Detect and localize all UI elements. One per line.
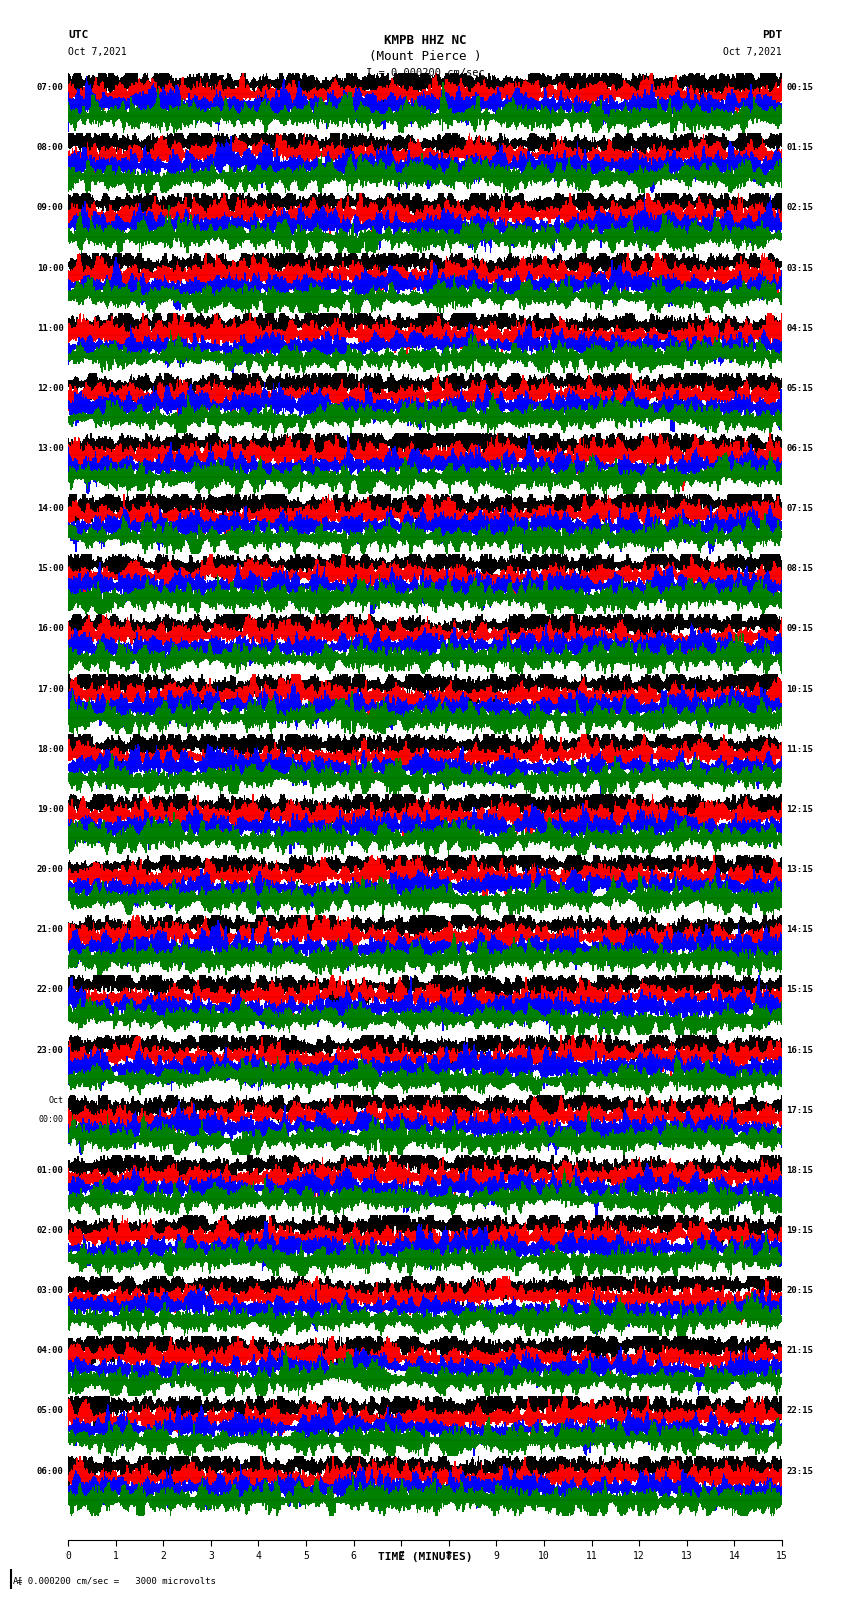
Text: 15:00: 15:00 (37, 565, 64, 573)
Text: I = 0.000200 cm/sec: I = 0.000200 cm/sec (366, 68, 484, 77)
Text: 18:15: 18:15 (786, 1166, 813, 1174)
Text: 11:00: 11:00 (37, 324, 64, 332)
Text: 00:15: 00:15 (786, 84, 813, 92)
Text: 23:00: 23:00 (37, 1045, 64, 1055)
Text: 08:15: 08:15 (786, 565, 813, 573)
Text: 03:15: 03:15 (786, 263, 813, 273)
Text: 02:00: 02:00 (37, 1226, 64, 1236)
Text: Oct: Oct (48, 1097, 64, 1105)
Text: 04:00: 04:00 (37, 1347, 64, 1355)
Text: 16:15: 16:15 (786, 1045, 813, 1055)
Text: 01:00: 01:00 (37, 1166, 64, 1174)
Text: 13:00: 13:00 (37, 444, 64, 453)
Text: 09:00: 09:00 (37, 203, 64, 213)
Text: (Mount Pierce ): (Mount Pierce ) (369, 50, 481, 63)
Text: 22:15: 22:15 (786, 1407, 813, 1416)
Text: 01:15: 01:15 (786, 144, 813, 152)
Text: 09:15: 09:15 (786, 624, 813, 634)
Text: 21:00: 21:00 (37, 926, 64, 934)
Text: Oct 7,2021: Oct 7,2021 (723, 47, 782, 56)
Text: 07:15: 07:15 (786, 505, 813, 513)
Text: 21:15: 21:15 (786, 1347, 813, 1355)
Text: 05:00: 05:00 (37, 1407, 64, 1416)
Text: 22:00: 22:00 (37, 986, 64, 994)
Text: 02:15: 02:15 (786, 203, 813, 213)
Text: 08:00: 08:00 (37, 144, 64, 152)
Text: A[: A[ (13, 1576, 24, 1586)
Text: 23:15: 23:15 (786, 1466, 813, 1476)
Text: 19:15: 19:15 (786, 1226, 813, 1236)
Text: = 0.000200 cm/sec =   3000 microvolts: = 0.000200 cm/sec = 3000 microvolts (17, 1576, 216, 1586)
Text: 13:15: 13:15 (786, 865, 813, 874)
Text: 11:15: 11:15 (786, 745, 813, 753)
Text: UTC: UTC (68, 31, 88, 40)
Text: 12:15: 12:15 (786, 805, 813, 815)
Text: 06:15: 06:15 (786, 444, 813, 453)
Text: 18:00: 18:00 (37, 745, 64, 753)
Text: 04:15: 04:15 (786, 324, 813, 332)
Text: 17:15: 17:15 (786, 1105, 813, 1115)
Text: KMPB HHZ NC: KMPB HHZ NC (383, 34, 467, 47)
Text: 20:00: 20:00 (37, 865, 64, 874)
Text: 19:00: 19:00 (37, 805, 64, 815)
Text: 14:15: 14:15 (786, 926, 813, 934)
Text: 17:00: 17:00 (37, 684, 64, 694)
Text: Oct 7,2021: Oct 7,2021 (68, 47, 127, 56)
Text: 03:00: 03:00 (37, 1286, 64, 1295)
Text: 07:00: 07:00 (37, 84, 64, 92)
Text: 10:00: 10:00 (37, 263, 64, 273)
Text: PDT: PDT (762, 31, 782, 40)
Text: TIME (MINUTES): TIME (MINUTES) (377, 1552, 473, 1561)
Text: 16:00: 16:00 (37, 624, 64, 634)
Text: 06:00: 06:00 (37, 1466, 64, 1476)
Text: 20:15: 20:15 (786, 1286, 813, 1295)
Text: 05:15: 05:15 (786, 384, 813, 394)
Text: 00:00: 00:00 (39, 1115, 64, 1124)
Text: 15:15: 15:15 (786, 986, 813, 994)
Text: 14:00: 14:00 (37, 505, 64, 513)
Text: 10:15: 10:15 (786, 684, 813, 694)
Text: 12:00: 12:00 (37, 384, 64, 394)
